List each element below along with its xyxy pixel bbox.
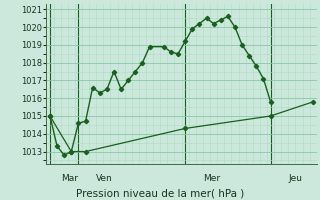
Text: Jeu: Jeu (288, 174, 302, 183)
Text: Pression niveau de la mer( hPa ): Pression niveau de la mer( hPa ) (76, 188, 244, 198)
Text: Ven: Ven (96, 174, 113, 183)
Text: Mar: Mar (60, 174, 78, 183)
Text: Mer: Mer (203, 174, 220, 183)
